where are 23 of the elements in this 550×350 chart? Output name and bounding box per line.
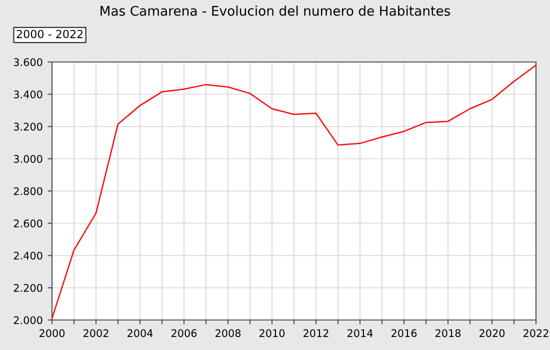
y-tick-label: 3.600 bbox=[14, 58, 42, 66]
x-tick-label: 2014 bbox=[348, 329, 373, 338]
y-tick-label: 3.200 bbox=[14, 122, 42, 131]
y-tick-label: 3.400 bbox=[14, 90, 42, 98]
chart-title: Mas Camarena - Evolucion del numero de Habitantes bbox=[100, 6, 450, 16]
y-tick-label: 2.800 bbox=[14, 187, 42, 196]
y-tick-label: 2.600 bbox=[14, 219, 42, 228]
x-tick-label: 2006 bbox=[172, 329, 197, 338]
x-tick-label: 2002 bbox=[84, 329, 108, 338]
y-tick-label: 2.200 bbox=[14, 284, 42, 292]
x-tick-label: 2020 bbox=[480, 329, 505, 338]
y-tick-label: 3.000 bbox=[14, 154, 42, 163]
text: 2000 - 2022 bbox=[16, 30, 83, 38]
x-tick-label: 2004 bbox=[128, 329, 153, 338]
x-tick-label: 2010 bbox=[260, 329, 285, 338]
x-tick-label: 2000 bbox=[40, 329, 65, 338]
x-tick-label: 2022 bbox=[524, 329, 548, 338]
y-tick-label: 2.400 bbox=[14, 252, 42, 260]
x-tick-label: 2016 bbox=[392, 329, 417, 338]
x-tick-label: 2012 bbox=[304, 329, 328, 338]
y-tick-label: 2.000 bbox=[14, 316, 42, 324]
x-tick-label: 2008 bbox=[216, 329, 241, 338]
x-tick-label: 2018 bbox=[436, 329, 461, 338]
